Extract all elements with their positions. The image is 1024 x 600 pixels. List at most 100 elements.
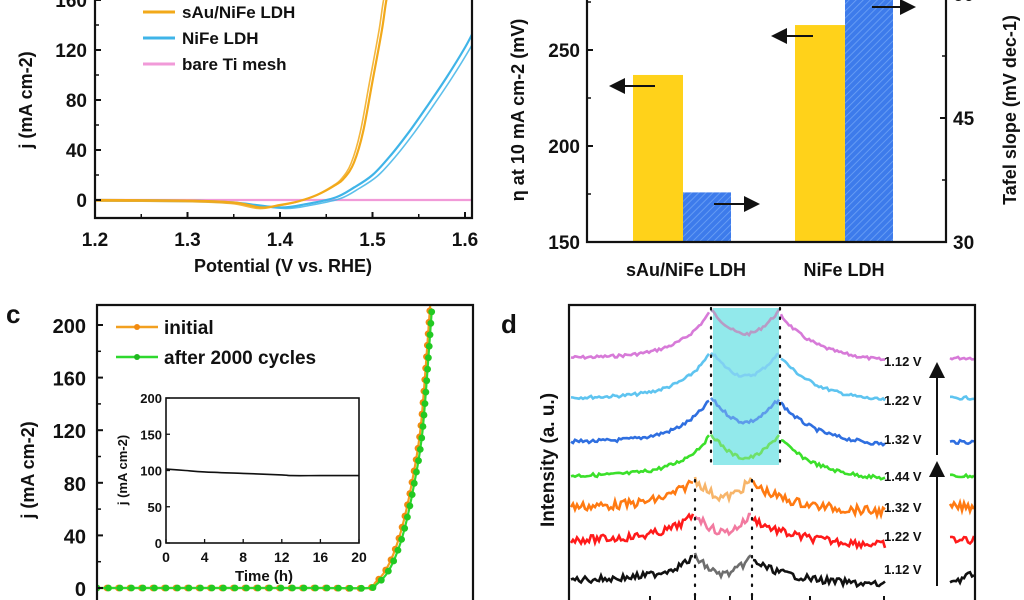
panel-a-x-axis-label: Potential (V vs. RHE) (194, 256, 372, 276)
data-point (254, 584, 262, 592)
data-point (323, 584, 331, 592)
y-tick-label: 45 (953, 109, 975, 130)
data-point (116, 584, 124, 592)
data-point (401, 524, 409, 532)
data-point (413, 468, 420, 476)
trace-line-highlighted (694, 512, 751, 537)
panel-c-y-axis-label: j (mA cm-2) (18, 421, 38, 519)
data-point (427, 319, 435, 327)
inset-y-ticks: 0 50 100 150 200 (140, 391, 170, 551)
data-point (151, 584, 158, 592)
data-point (243, 584, 250, 592)
inset-x-axis-label: Time (h) (235, 568, 293, 585)
y-tick-label: 80 (64, 474, 86, 496)
inset-x-tick-label: 20 (351, 549, 367, 565)
trace-line (570, 352, 711, 401)
voltage-label: 1.22 V (884, 393, 922, 408)
inset-x-tick-label: 12 (274, 549, 290, 565)
trace-line (570, 479, 694, 514)
data-point (420, 411, 428, 419)
data-point (416, 445, 424, 453)
y-tick-label: 60 (953, 0, 974, 6)
panel-b-category-labels: sAu/NiFe LDH NiFe LDH (626, 260, 885, 280)
inset-y-tick-label: 200 (140, 391, 162, 406)
data-point (426, 331, 434, 339)
trace-line-highlighted (709, 433, 780, 461)
data-point (358, 584, 365, 592)
voltage-label: 1.44 V (884, 469, 922, 484)
trace-line (570, 554, 694, 585)
data-point (300, 584, 308, 592)
panel-b-bars (633, 0, 893, 242)
data-point (128, 584, 135, 592)
bar-tafel-slope (845, 0, 893, 242)
y-tick-label: 40 (64, 526, 86, 548)
bar-overpotential (795, 25, 845, 242)
data-point (346, 584, 354, 592)
trace-line (570, 311, 711, 360)
inset-y-tick-label: 100 (140, 464, 162, 479)
data-point (423, 377, 431, 385)
data-point (424, 365, 431, 373)
data-point (266, 584, 273, 592)
trace-line (570, 512, 695, 547)
legend-label-nife: NiFe LDH (182, 29, 259, 48)
legend-label-bare-ti: bare Ti mesh (182, 55, 287, 74)
series-line-return-sau-nife-ldh (96, 0, 385, 210)
voltage-label: 1.22 V (884, 529, 922, 544)
data-point (220, 584, 227, 592)
trace-line (570, 434, 710, 479)
category-label: NiFe LDH (804, 260, 885, 280)
panel-b-left-ticks: 150 200 250 (548, 1, 593, 254)
data-point (162, 584, 170, 592)
data-point (425, 342, 433, 350)
panel-d-axes-frame (567, 303, 977, 600)
trace-line-highlighted (709, 397, 781, 425)
panel-a-y-axis-label: j (mA cm-2) (16, 51, 36, 149)
data-point (422, 388, 430, 396)
panel-b-right-axis-label: Tafel slope (mV dec-1) (1000, 15, 1020, 205)
panel-d-highlight-region (713, 308, 779, 465)
panel-a-y-ticks: 0 40 80 120 160 (55, 0, 101, 212)
data-point (289, 584, 296, 592)
panel-a-legend: sAu/NiFe LDH NiFe LDH bare Ti mesh (138, 1, 318, 76)
data-point (398, 535, 406, 543)
inset-y-axis-label: j (mA cm-2) (115, 435, 130, 506)
panel-a-chart: 0 40 80 120 160 1.2 1.3 1.4 1.5 1.6 Potential (V… (16, 0, 478, 276)
x-tick-label: 1.3 (174, 230, 200, 251)
panel-c-series-group (98, 306, 436, 592)
y-tick-label: 0 (76, 191, 87, 212)
data-point (335, 584, 342, 592)
panel-d-x-ticks (649, 596, 885, 600)
trace-line (570, 399, 710, 445)
category-label: sAu/NiFe LDH (626, 260, 746, 280)
data-point (390, 557, 398, 565)
data-point (174, 584, 181, 592)
trace-line-highlighted (709, 351, 780, 378)
y-tick-label: 0 (75, 579, 86, 600)
trace-line-right-segment (950, 395, 974, 401)
panel-b-left-axis-label: η at 10 mA cm-2 (mV) (508, 19, 528, 201)
trace-line (780, 438, 886, 481)
panel-d-voltage-labels: 1.12 V 1.22 V 1.32 V 1.44 V 1.32 V 1.22 V 1.12… (884, 354, 922, 577)
panel-b-bar-group (633, 0, 893, 242)
legend-label-initial: initial (164, 318, 214, 339)
legend-marker-after-cycles (134, 354, 140, 360)
data-point (394, 546, 402, 554)
trace-line (780, 401, 886, 447)
y-tick-label: 200 (53, 316, 86, 338)
legend-marker-initial (134, 324, 140, 330)
legend-label-after-cycles: after 2000 cycles (164, 348, 316, 369)
panel-a-axes-frame (93, 0, 474, 220)
data-point (208, 584, 216, 592)
inset-y-tick-label: 50 (148, 500, 162, 515)
inset-y-tick-label: 0 (155, 536, 162, 551)
panel-a-x-ticks: 1.2 1.3 1.4 1.5 1.6 (82, 212, 478, 251)
data-point (428, 308, 436, 316)
data-point (139, 584, 147, 592)
trace-line (780, 357, 886, 402)
y-tick-label: 120 (53, 421, 86, 443)
y-tick-label: 150 (548, 233, 580, 254)
inset-x-tick-label: 8 (239, 549, 247, 565)
